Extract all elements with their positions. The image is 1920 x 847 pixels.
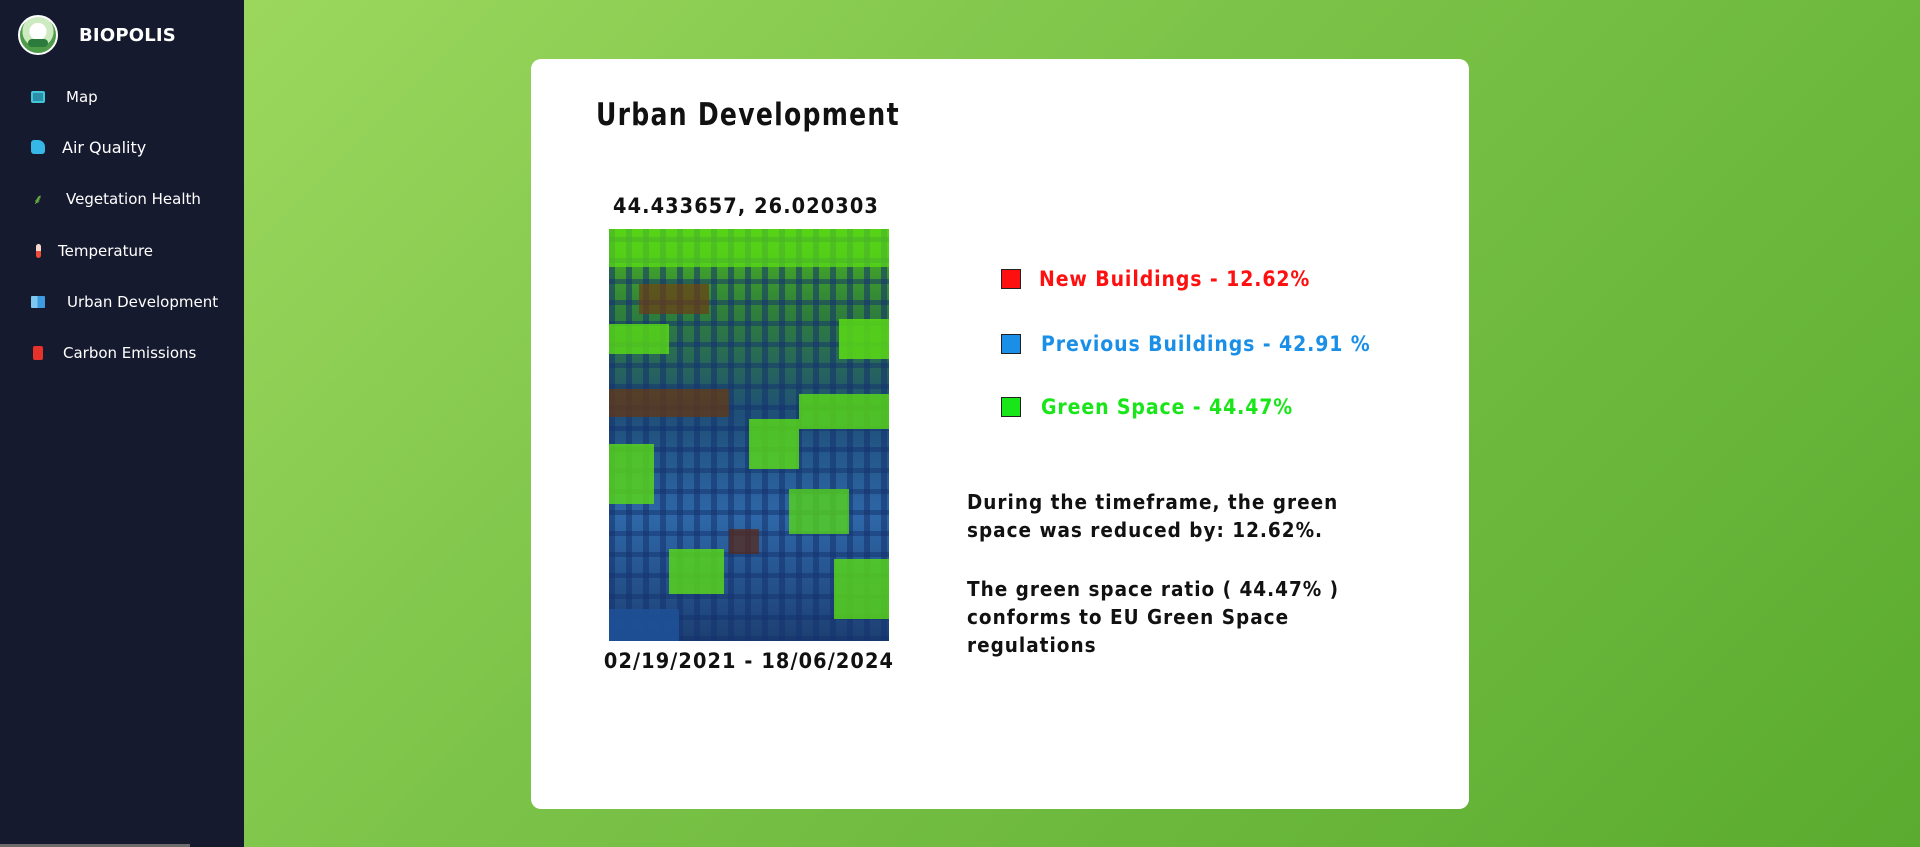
sidebar-item-urban-development[interactable]: Urban Development (28, 292, 218, 312)
barrel-icon (28, 343, 48, 363)
legend-label: Previous Buildings - 42.91 % (1041, 332, 1371, 356)
sidebar: BIOPOLIS Map Air Quality ⸙ Vegetation He… (0, 0, 244, 847)
sidebar-item-map[interactable]: Map (28, 87, 98, 107)
sidebar-item-vegetation-health[interactable]: ⸙ Vegetation Health (28, 189, 201, 209)
legend-label: Green Space - 44.47% (1041, 395, 1294, 419)
buildings-icon (28, 292, 48, 312)
brand[interactable]: BIOPOLIS (18, 15, 176, 55)
sidebar-item-carbon-emissions[interactable]: Carbon Emissions (28, 343, 196, 363)
page-title: Urban Development (596, 97, 900, 133)
coordinates-label: 44.433657, 26.020303 (613, 194, 879, 218)
map-icon (28, 87, 48, 107)
satellite-image (609, 229, 889, 641)
red-swatch-icon (1001, 269, 1021, 289)
legend-green-space: Green Space - 44.47% (1001, 395, 1321, 419)
thermometer-icon (28, 241, 48, 261)
air-quality-icon (28, 137, 48, 157)
sidebar-bottom-divider (0, 844, 190, 847)
green-swatch-icon (1001, 397, 1021, 417)
sidebar-item-temperature[interactable]: Temperature (28, 241, 153, 261)
urban-development-card: Urban Development 44.433657, 26.020303 0… (531, 59, 1469, 809)
sidebar-item-label: Vegetation Health (66, 190, 201, 208)
brand-name: BIOPOLIS (79, 24, 176, 46)
sidebar-item-label: Carbon Emissions (63, 344, 197, 362)
legend-new-buildings: New Buildings - 12.62% (1001, 267, 1340, 291)
sidebar-item-label: Temperature (58, 242, 154, 260)
sidebar-item-label: Urban Development (67, 293, 219, 311)
biopolis-logo (18, 15, 58, 55)
legend-previous-buildings: Previous Buildings - 42.91 % (1001, 332, 1407, 356)
date-range-label: 02/19/2021 - 18/06/2024 (603, 649, 895, 673)
green-space-reduction-text: During the timeframe, the green space wa… (967, 490, 1339, 542)
regulation-compliance-text: The green space ratio ( 44.47% ) conform… (967, 577, 1340, 657)
legend-label: New Buildings - 12.62% (1039, 267, 1311, 291)
sidebar-item-label: Map (66, 88, 98, 106)
sidebar-item-air-quality[interactable]: Air Quality (28, 137, 146, 157)
leaf-icon: ⸙ (32, 191, 44, 208)
sidebar-item-label: Air Quality (62, 137, 147, 157)
blue-swatch-icon (1001, 334, 1021, 354)
